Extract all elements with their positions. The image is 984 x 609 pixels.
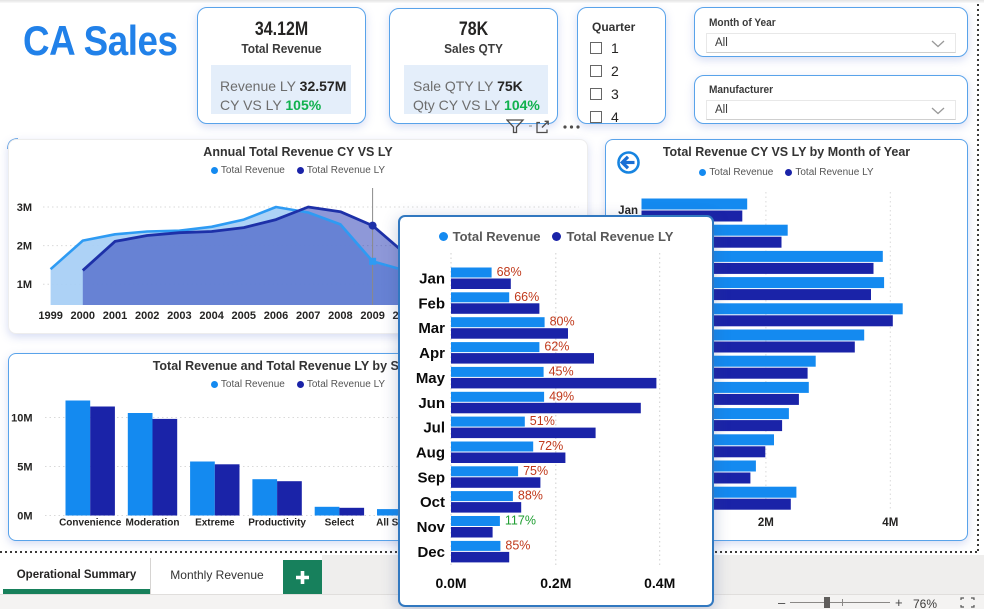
svg-text:2005: 2005 [232, 310, 256, 322]
svg-text:2M: 2M [758, 517, 774, 529]
svg-text:May: May [416, 370, 446, 387]
svg-text:4M: 4M [882, 517, 898, 529]
svg-text:Oct: Oct [420, 494, 445, 511]
svg-text:1M: 1M [17, 279, 32, 291]
svg-text:2004: 2004 [199, 310, 224, 322]
svg-text:Moderation: Moderation [126, 518, 180, 529]
svg-text:Jul: Jul [423, 420, 445, 437]
svg-text:2002: 2002 [135, 310, 159, 322]
svg-text:2000: 2000 [71, 310, 95, 322]
svg-text:Productivity: Productivity [248, 518, 306, 529]
svg-text:88%: 88% [518, 489, 543, 503]
svg-text:80%: 80% [550, 315, 575, 329]
svg-text:Sep: Sep [417, 469, 445, 486]
svg-text:10M: 10M [11, 413, 32, 425]
svg-text:85%: 85% [505, 538, 530, 552]
svg-text:Aug: Aug [416, 445, 445, 462]
svg-text:2001: 2001 [103, 310, 127, 322]
svg-text:Dec: Dec [417, 544, 445, 561]
svg-text:117%: 117% [505, 514, 536, 528]
svg-text:Select: Select [325, 518, 355, 529]
svg-text:2009: 2009 [360, 310, 384, 322]
svg-text:Jun: Jun [418, 395, 445, 412]
svg-text:2003: 2003 [167, 310, 191, 322]
svg-text:0M: 0M [17, 511, 32, 523]
svg-text:Nov: Nov [417, 519, 446, 536]
svg-text:51%: 51% [530, 414, 555, 428]
svg-text:75%: 75% [523, 464, 548, 478]
svg-text:Extreme: Extreme [195, 518, 235, 529]
svg-text:Apr: Apr [419, 345, 445, 362]
svg-text:2007: 2007 [296, 310, 320, 322]
svg-text:72%: 72% [538, 439, 563, 453]
svg-text:2006: 2006 [264, 310, 288, 322]
svg-text:68%: 68% [497, 265, 522, 279]
svg-text:1999: 1999 [38, 310, 62, 322]
svg-text:Convenience: Convenience [59, 518, 122, 529]
svg-text:Feb: Feb [418, 295, 445, 312]
svg-text:2008: 2008 [328, 310, 352, 322]
svg-text:2M: 2M [17, 241, 32, 253]
svg-text:66%: 66% [514, 290, 539, 304]
svg-text:Jan: Jan [419, 271, 445, 288]
svg-text:5M: 5M [17, 462, 32, 474]
svg-text:45%: 45% [549, 364, 574, 378]
svg-text:3M: 3M [17, 202, 32, 214]
svg-text:Jan: Jan [618, 205, 638, 217]
svg-text:0.2M: 0.2M [540, 575, 571, 591]
svg-text:Mar: Mar [418, 320, 445, 337]
svg-text:62%: 62% [544, 340, 569, 354]
svg-text:0.4M: 0.4M [644, 575, 675, 591]
svg-text:49%: 49% [549, 389, 574, 403]
svg-text:0.0M: 0.0M [435, 575, 466, 591]
